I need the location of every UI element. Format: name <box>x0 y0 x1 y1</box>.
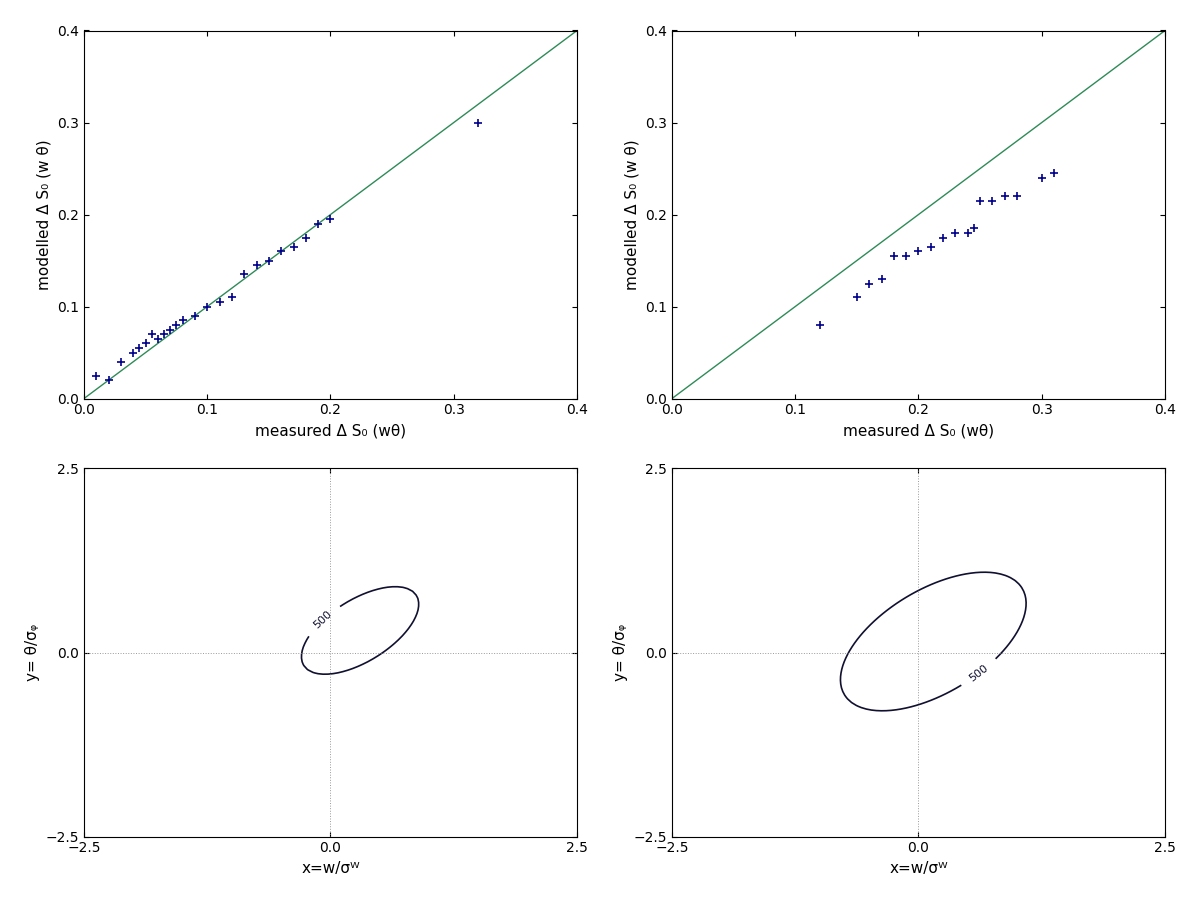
Y-axis label: y= θ/σᵩ: y= θ/σᵩ <box>25 624 40 681</box>
Point <box>124 345 143 359</box>
Point <box>130 341 149 355</box>
Y-axis label: modelled Δ S₀ (w θ): modelled Δ S₀ (w θ) <box>625 140 639 290</box>
Point <box>173 314 192 328</box>
Point <box>468 115 488 130</box>
X-axis label: x=w/σᵂ: x=w/σᵂ <box>889 861 948 876</box>
Point <box>161 323 180 337</box>
Point <box>148 332 167 346</box>
Point <box>964 221 984 235</box>
Point <box>271 244 291 259</box>
Point <box>297 231 316 245</box>
Point <box>982 194 1002 208</box>
Point <box>259 253 279 268</box>
Y-axis label: y= θ/σᵩ: y= θ/σᵩ <box>613 624 628 681</box>
Point <box>112 355 131 369</box>
Point <box>970 194 990 208</box>
Point <box>321 212 340 226</box>
X-axis label: measured Δ S₀ (wθ): measured Δ S₀ (wθ) <box>255 423 406 438</box>
Point <box>234 268 253 282</box>
Point <box>921 240 940 254</box>
Point <box>1008 189 1027 204</box>
Point <box>996 189 1015 204</box>
Point <box>309 216 328 231</box>
Point <box>210 295 229 309</box>
Point <box>185 308 204 323</box>
X-axis label: x=w/σᵂ: x=w/σᵂ <box>301 861 360 876</box>
Point <box>155 327 174 341</box>
Text: 500: 500 <box>968 662 991 683</box>
Point <box>1032 170 1051 185</box>
Point <box>247 258 267 272</box>
Point <box>958 226 978 241</box>
Point <box>98 373 118 387</box>
Point <box>872 272 891 287</box>
Point <box>946 226 966 241</box>
Point <box>847 290 866 305</box>
Y-axis label: modelled Δ S₀ (w θ): modelled Δ S₀ (w θ) <box>36 140 52 290</box>
Point <box>222 290 241 305</box>
Point <box>86 369 106 383</box>
Point <box>933 231 952 245</box>
Point <box>167 318 186 332</box>
Point <box>142 327 161 341</box>
Point <box>860 277 879 291</box>
Point <box>909 244 928 259</box>
Point <box>884 249 903 263</box>
Point <box>136 336 155 350</box>
X-axis label: measured Δ S₀ (wθ): measured Δ S₀ (wθ) <box>843 423 994 438</box>
Point <box>897 249 916 263</box>
Text: 500: 500 <box>312 609 334 631</box>
Point <box>198 299 217 314</box>
Point <box>283 240 303 254</box>
Point <box>1045 166 1064 180</box>
Point <box>811 318 830 332</box>
